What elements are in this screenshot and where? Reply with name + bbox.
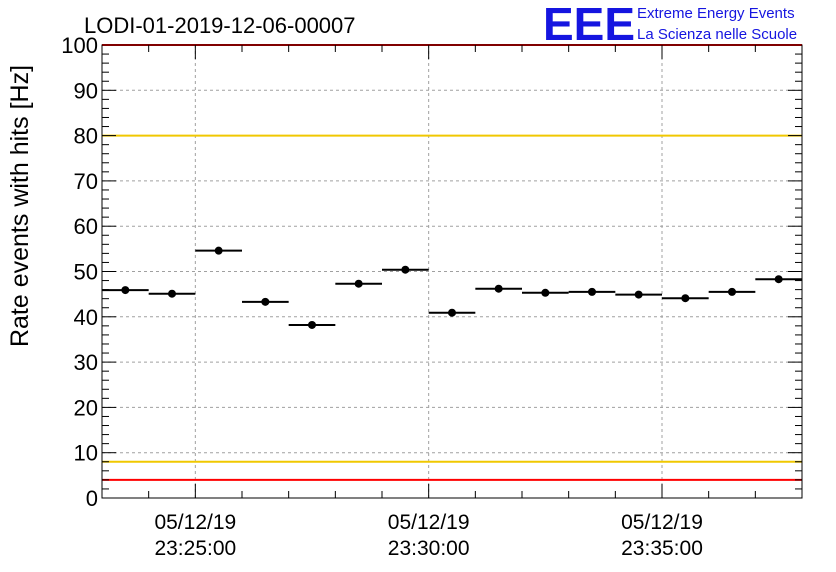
data-point	[541, 288, 550, 297]
y-tick-label: 0	[86, 486, 98, 511]
x-tick-date: 05/12/19	[621, 511, 703, 534]
y-tick-label: 100	[61, 33, 98, 58]
x-tick-time: 23:25:00	[154, 537, 236, 560]
data-point	[121, 286, 130, 295]
data-point	[494, 284, 503, 293]
data-point	[681, 294, 690, 303]
tick-labels: 0 10 20 30 40 50 60 70 80 90 100 05/12/19 23:25:00 05…	[61, 33, 703, 560]
data-point	[634, 290, 643, 299]
y-tick-label: 90	[74, 78, 98, 103]
y-axis-label: Rate events with hits [Hz]	[6, 65, 34, 347]
axes	[101, 44, 803, 499]
x-tick-date: 05/12/19	[388, 511, 470, 534]
x-tick-time: 23:30:00	[388, 537, 470, 560]
data-point	[401, 265, 410, 274]
y-tick-label: 30	[74, 350, 98, 375]
y-tick-label: 40	[74, 305, 98, 330]
y-tick-label: 70	[74, 169, 98, 194]
y-tick-label: 60	[74, 214, 98, 239]
data-point	[168, 289, 176, 298]
y-tick-label: 50	[74, 260, 98, 285]
y-tick-label: 10	[74, 441, 98, 466]
org-name-line1: Extreme Energy Events	[637, 5, 795, 22]
data-point	[261, 297, 270, 306]
data-point	[728, 287, 736, 296]
data-point	[448, 308, 456, 317]
grid	[102, 45, 802, 498]
data-points	[102, 246, 802, 329]
y-tick-label: 80	[74, 124, 98, 149]
reference-lines	[102, 44, 802, 481]
data-point	[774, 275, 783, 284]
chart-title: LODI-01-2019-12-06-00007	[84, 13, 356, 38]
data-point	[214, 246, 223, 255]
x-tick-date: 05/12/19	[154, 511, 236, 534]
data-point	[308, 320, 316, 329]
eee-logo: EEE	[543, 0, 635, 50]
data-point	[588, 287, 596, 296]
y-tick-label: 20	[74, 395, 98, 420]
data-point	[354, 279, 363, 288]
org-name-line2: La Scienza nelle Scuole	[637, 26, 797, 43]
x-tick-time: 23:35:00	[621, 537, 703, 560]
